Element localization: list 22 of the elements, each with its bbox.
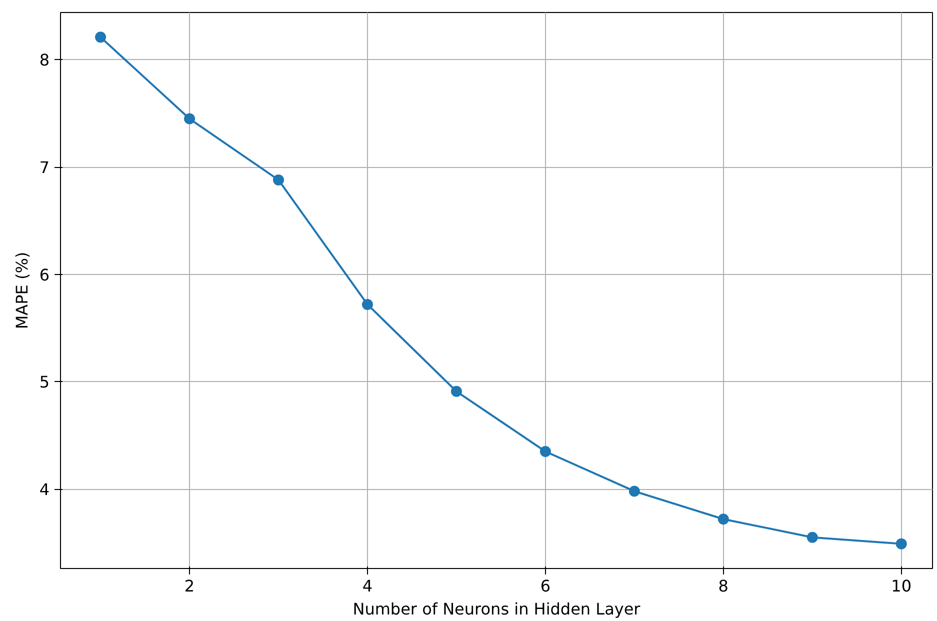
x-axis-title: Number of Neurons in Hidden Layer [352, 600, 641, 618]
point [628, 486, 640, 497]
point [184, 113, 196, 124]
x-tick-label: 2 [184, 576, 195, 596]
y-axis-title: MAPE (%) [12, 252, 32, 330]
point [362, 298, 373, 310]
point [806, 532, 818, 543]
y-tick-label: 7 [39, 158, 50, 178]
x-tick-label: 8 [718, 576, 728, 596]
y-tick-label: 8 [39, 50, 50, 70]
point [718, 514, 729, 525]
point [95, 32, 106, 43]
point [273, 174, 284, 186]
y-tick-label: 6 [39, 265, 50, 284]
point [896, 538, 907, 550]
x-tick-label: 4 [362, 576, 373, 596]
y-tick-label: 5 [39, 372, 50, 392]
x-tick-label: 10 [891, 576, 912, 596]
x-tick-label: 6 [540, 576, 551, 596]
y-tick-label: 4 [39, 480, 50, 500]
point [450, 386, 462, 397]
point [540, 446, 551, 457]
